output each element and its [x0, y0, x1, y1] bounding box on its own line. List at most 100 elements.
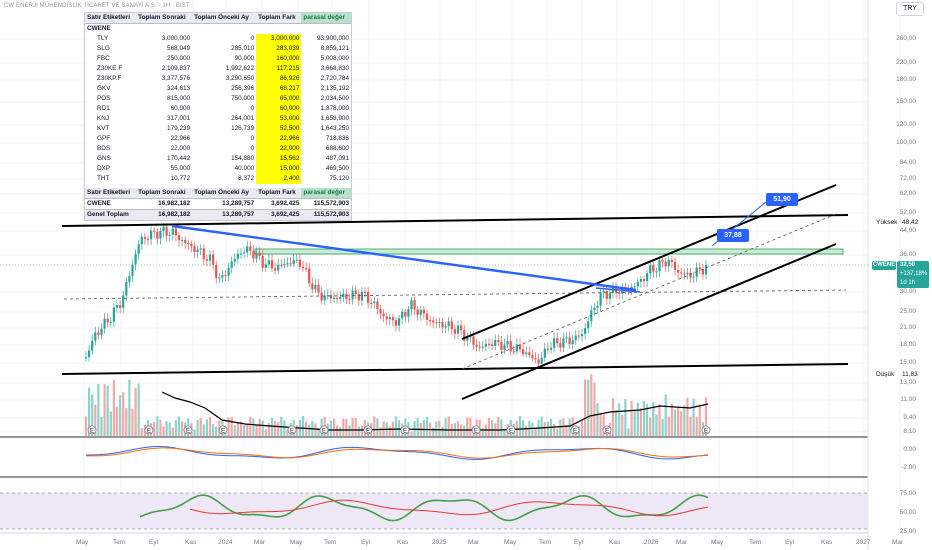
pivot-cell: 60,000 [256, 104, 302, 114]
pivot-cell: 3,000,000 [256, 34, 302, 44]
pivot-row[interactable]: GKV 324,613 256,396 68,217 2,135,192 [85, 84, 351, 94]
time-axis-label: Mar [468, 539, 480, 546]
pivot-cell: GNS [97, 155, 111, 162]
pivot-cell: KNJ [97, 115, 110, 122]
pivot-row[interactable]: Z30KP.F 3,377,576 3,290,650 86,926 2,720,784 [85, 74, 351, 84]
timeframe-countdown: 1d 1h [900, 280, 916, 286]
total-cell: 13,289,757 [192, 209, 257, 220]
pivot-cell: 55,000 [170, 165, 191, 172]
pivot-row[interactable]: BDS 22,000 0 22,000 688,600 [85, 144, 351, 154]
time-axis-label: 2027 [856, 539, 871, 546]
pivot-cell: GPF [97, 135, 111, 142]
channel-lower [461, 243, 837, 400]
pivot-cell: 86,926 [256, 74, 302, 84]
low-label: Düşük [876, 371, 895, 378]
pivot-row[interactable]: THT 10,772 8,372 2,400 75,120 [85, 174, 351, 184]
pivot-cell: 75,120 [329, 175, 349, 182]
pivot-cell: 10,772 [170, 175, 191, 182]
time-axis-label: May [504, 539, 517, 546]
total-cell: 16,982,182 [136, 209, 193, 220]
target-label-2[interactable]: 37,88 [717, 229, 749, 242]
pivot-cell: 718,836 [325, 135, 349, 142]
time-axis-label: Eyl [574, 539, 584, 546]
pivot-cell: 154,880 [231, 155, 255, 162]
price-axis-label: 21,00 [899, 324, 916, 331]
pivot-row[interactable]: SLG 568,049 285,010 283,039 8,859,121 [85, 44, 351, 54]
time-axis-label: May [711, 539, 724, 546]
pivot-cell: POS [97, 95, 111, 102]
pivot-cell: FBC [97, 55, 110, 62]
pivot-cell: 487,091 [325, 155, 349, 162]
pivot-cell: 0 [250, 135, 255, 142]
col-header[interactable]: Toplam Önceki Ay [192, 188, 257, 199]
pivot-cell: 5,008,000 [320, 55, 349, 62]
pivot-row[interactable]: TLY 3,000,000 0 3,000,000 93,900,000 [85, 34, 351, 44]
time-axis-label: Eyl [149, 539, 159, 546]
pivot-row[interactable]: KNJ 317,001 264,001 53,000 1,658,900 [85, 114, 351, 124]
pivot-cell: 3,290,650 [225, 75, 255, 82]
time-axis-label: Mar [892, 539, 904, 546]
col-header[interactable]: Toplam Sonraki [136, 13, 193, 24]
col-header[interactable]: Toplam Fark [256, 188, 302, 199]
total-cell: 3,692,425 [256, 209, 302, 220]
pivot-table: Satır Etiketleri Toplam Sonraki Toplam Önc… [84, 12, 352, 221]
pivot-cell: 283,039 [256, 44, 302, 54]
svg-text:E: E [573, 429, 577, 435]
pivot-cell: 117,215 [256, 64, 302, 74]
pivot-cell: KVT [97, 125, 110, 132]
time-axis-label: 2026 [644, 539, 659, 546]
col-header[interactable]: parasal değer [301, 13, 351, 24]
pivot-cell: THT [97, 175, 110, 182]
pivot-row[interactable]: KVT 179,239 126,739 52,500 1,643,250 [85, 124, 351, 134]
pivot-cell: GKV [97, 85, 111, 92]
price-axis-label: 220,00 [896, 59, 916, 66]
pivot-cell: 68,217 [256, 84, 302, 94]
pivot-row[interactable]: POS 815,000 750,000 65,000 2,034,500 [85, 94, 351, 104]
col-header[interactable]: parasal değer [301, 188, 351, 199]
trendline-top [61, 214, 849, 227]
high-value: 48,42 [902, 219, 919, 226]
col-header[interactable]: Satır Etiketleri [85, 188, 137, 199]
svg-text:E: E [704, 429, 708, 435]
price-axis-label: 30,00 [899, 288, 916, 295]
pivot-row[interactable]: GNS 170,442 154,880 15,562 487,091 [85, 154, 351, 164]
time-axis-label: Tem [324, 539, 337, 546]
pivot-row[interactable]: DXP 55,000 40,000 15,000 469,500 [85, 164, 351, 174]
pivot-cell: 1,992,622 [225, 65, 255, 72]
time-axis-label: May [290, 539, 303, 546]
pivot-cell: 568,049 [167, 45, 191, 52]
svg-text:E: E [290, 429, 294, 435]
pivot-row[interactable]: RD1 60,000 0 60,000 1,878,000 [85, 104, 351, 114]
col-header[interactable]: Satır Etiketleri [85, 13, 137, 24]
pivot-cell: 65,000 [256, 94, 302, 104]
pivot-cell: 22,966 [170, 135, 191, 142]
col-header[interactable]: Toplam Önceki Ay [192, 13, 257, 24]
pivot-cell: 688,600 [325, 145, 349, 152]
price-axis-label: 100,00 [896, 139, 916, 146]
price-axis-label: 25,00 [899, 308, 916, 315]
time-axis-label: Kas [609, 539, 621, 546]
pivot-cell: TLY [97, 35, 109, 42]
summary-cell: 3,692,425 [270, 200, 300, 207]
col-header[interactable]: Toplam Fark [256, 13, 302, 24]
pivot-cell: 1,643,250 [320, 125, 349, 132]
time-axis-label: Eyl [785, 539, 795, 546]
svg-text:E: E [322, 429, 326, 435]
chart-title: CW ENERJİ MÜHENDİSLİK TİCARET VE SANAYİ … [4, 3, 190, 9]
svg-text:E: E [221, 429, 225, 435]
pivot-row[interactable]: Z30KE.F 2,109,837 1,992,622 117,215 3,668,83… [85, 64, 351, 74]
time-axis-label: Tem [113, 539, 126, 546]
pivot-row[interactable]: GPF 22,966 0 22,966 718,836 [85, 134, 351, 144]
time-axis-label: Tem [749, 539, 762, 546]
pivot-cell: 22,966 [256, 134, 302, 144]
col-header[interactable]: Toplam Sonraki [136, 188, 193, 199]
currency-button[interactable]: TRY [896, 2, 924, 16]
price-axis-label: 11,00 [900, 396, 916, 403]
pivot-row[interactable]: FBC 250,000 90,000 160,000 5,008,000 [85, 54, 351, 64]
target-label-1[interactable]: 51,90 [766, 193, 798, 206]
svg-text:E: E [474, 429, 478, 435]
channel-mid [461, 213, 837, 370]
pivot-cell: 2,034,500 [320, 95, 349, 102]
pivot-cell: BDS [97, 145, 111, 152]
